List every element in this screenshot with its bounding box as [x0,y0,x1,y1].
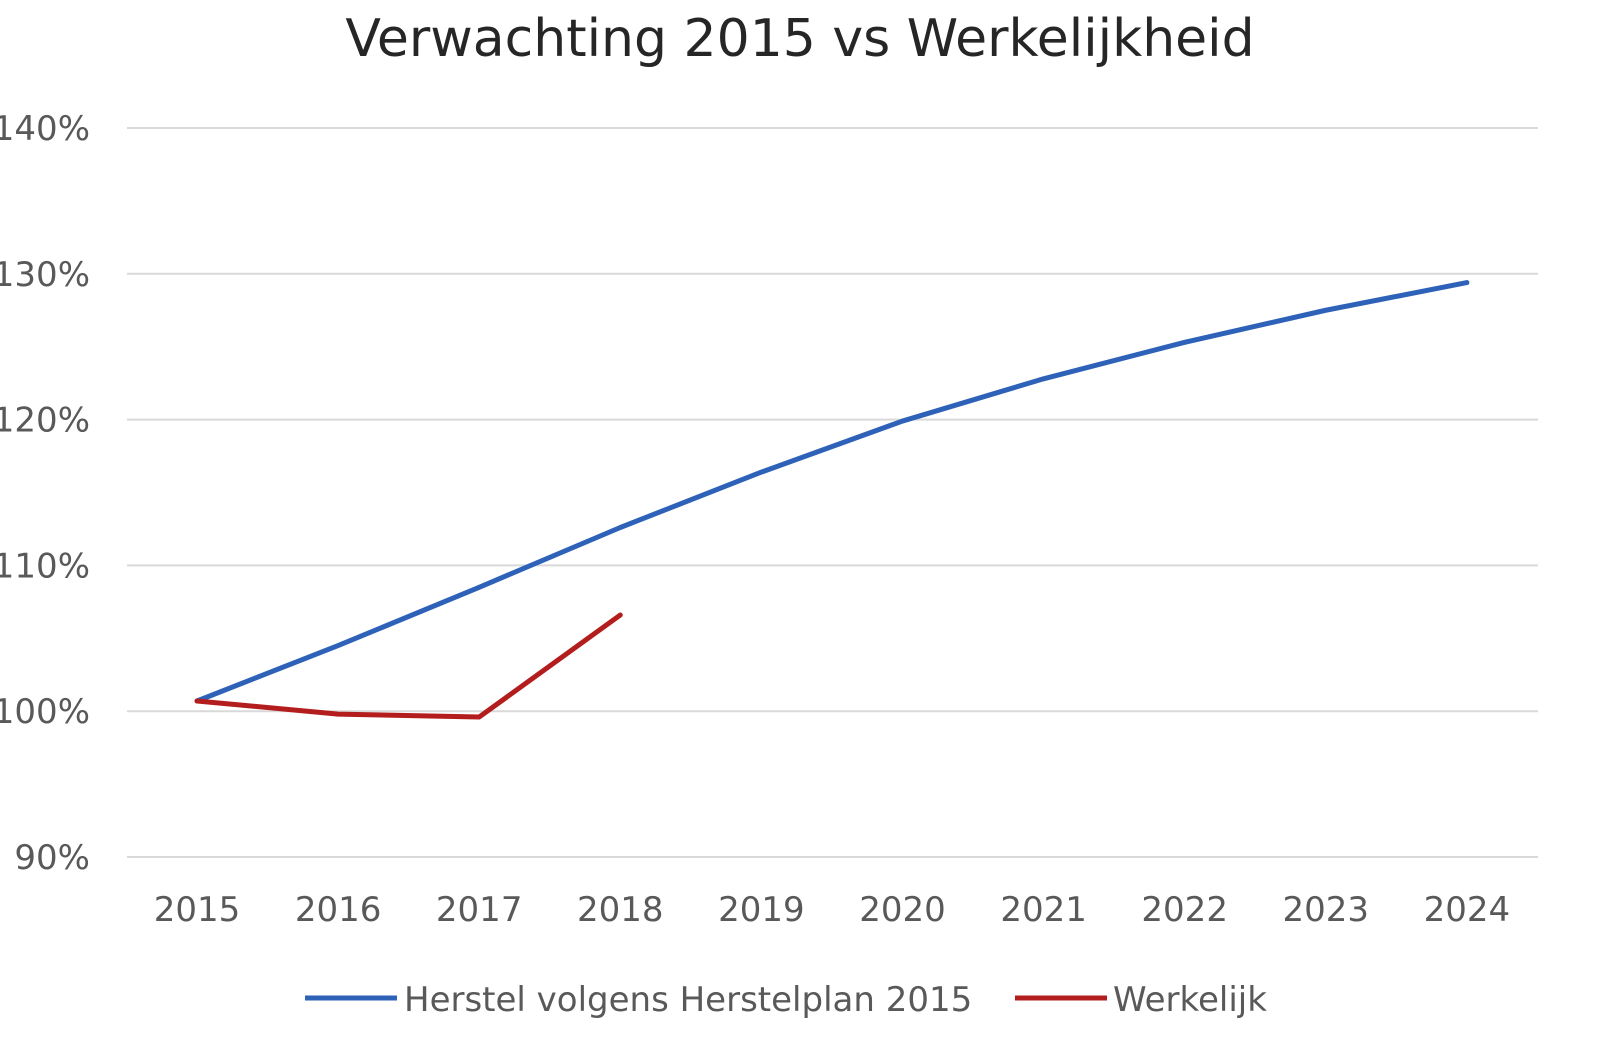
y-tick-label: 120% [0,401,90,441]
x-tick-label: 2018 [577,890,664,930]
legend-label-herstelplan: Herstel volgens Herstelplan 2015 [404,980,972,1020]
y-tick-label: 100% [0,692,90,732]
series-lines [194,280,1470,720]
series-line-herstelplan [194,280,1470,704]
x-tick-label: 2023 [1283,890,1370,930]
x-tick-label: 2024 [1424,890,1511,930]
legend: Herstel volgens Herstelplan 2015 Werkeli… [305,980,1267,1020]
legend-label-werkelijk: Werkelijk [1113,980,1267,1020]
y-tick-label: 140% [0,109,90,149]
y-tick-label: 130% [0,255,90,295]
x-tick-label: 2020 [859,890,946,930]
x-tick-label: 2021 [1000,890,1087,930]
gridlines [127,127,1538,858]
y-tick-label: 110% [0,546,90,586]
chart-title: Verwachting 2015 vs Werkelijkheid [345,9,1254,69]
x-tick-label: 2016 [295,890,382,930]
y-tick-label: 90% [14,838,90,878]
y-axis-ticks: 140% 130% 120% 110% 100% 90% [0,109,90,878]
x-tick-label: 2015 [154,890,241,930]
series-line-werkelijk [194,612,623,720]
x-axis-ticks: 2015 2016 2017 2018 2019 2020 2021 2022 … [154,890,1510,930]
x-tick-label: 2022 [1141,890,1228,930]
x-tick-label: 2017 [436,890,523,930]
x-tick-label: 2019 [718,890,805,930]
